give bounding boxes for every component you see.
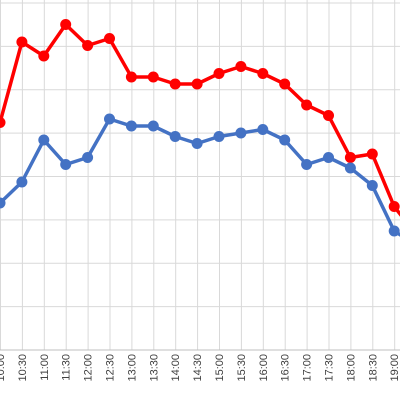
data-point [104, 33, 115, 44]
data-point [125, 120, 137, 132]
data-point [213, 68, 225, 79]
x-tick-label: 17:00 [302, 354, 314, 382]
data-point [323, 110, 334, 121]
data-point [60, 19, 72, 30]
data-point [16, 36, 28, 48]
data-point [191, 138, 203, 149]
data-point [388, 201, 400, 212]
data-point [104, 113, 115, 125]
series-line-1 [0, 22, 400, 217]
data-point [38, 134, 50, 146]
data-point [125, 71, 137, 83]
x-tick-label: 16:00 [258, 354, 270, 382]
x-tick-label: 18:00 [345, 354, 357, 382]
x-tick-label: 14:00 [170, 354, 182, 382]
x-tick-label: 12:00 [83, 354, 95, 382]
data-point [301, 159, 313, 170]
x-tick-label: 18:30 [367, 354, 379, 382]
x-tick-label: 14:30 [192, 354, 204, 382]
data-point [0, 117, 6, 128]
x-tick-label: 16:30 [280, 354, 292, 382]
x-tick-label: 10:00 [0, 354, 7, 382]
data-point [38, 50, 50, 62]
x-tick-label: 11:00 [39, 354, 51, 381]
data-point [147, 120, 159, 132]
data-point [82, 152, 94, 163]
series-group [0, 19, 400, 237]
data-point [16, 176, 28, 188]
x-tick-labels: 10:00 10:30 11:00 11:30 12:00 12:30 13:00 13:30… [0, 354, 400, 382]
data-point [147, 71, 159, 83]
data-point [257, 124, 269, 135]
data-point [366, 180, 378, 191]
data-point [366, 148, 378, 160]
data-point [344, 162, 356, 174]
data-point [344, 152, 356, 163]
data-point [169, 131, 181, 142]
x-tick-label: 15:00 [214, 354, 226, 382]
data-point [60, 159, 72, 170]
x-tick-label: 13:00 [126, 354, 138, 382]
data-point [213, 131, 225, 142]
data-point [191, 78, 203, 90]
x-tick-label: 17:30 [324, 354, 336, 382]
data-point [301, 99, 313, 111]
data-point [323, 152, 334, 163]
gridlines [0, 0, 400, 351]
x-tick-label: 13:30 [148, 354, 160, 382]
data-point [388, 225, 400, 237]
data-point [279, 134, 291, 146]
data-point [235, 127, 247, 139]
x-tick-label: 15:30 [236, 354, 248, 382]
data-point [82, 40, 94, 51]
x-tick-label: 12:30 [105, 354, 117, 382]
x-tick-label: 19:00 [389, 354, 400, 382]
data-point [279, 78, 291, 90]
data-point [257, 68, 269, 79]
x-tick-label: 11:30 [61, 354, 73, 381]
x-tick-label: 10:30 [17, 354, 29, 382]
data-point [169, 78, 181, 90]
data-point [0, 197, 6, 209]
data-point [235, 61, 247, 72]
